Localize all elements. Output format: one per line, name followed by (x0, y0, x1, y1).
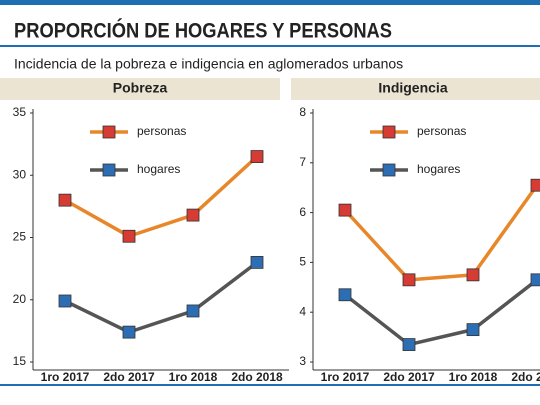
x-tick-label: 2do 2018 (231, 370, 283, 384)
point (122, 325, 136, 339)
page-title: PROPORCIÓN DE HOGARES Y PERSONAS (14, 19, 392, 43)
legend-marker (382, 163, 396, 177)
point (530, 178, 540, 192)
series-line (343, 184, 539, 282)
point (250, 150, 264, 163)
bottom-rule (0, 384, 540, 386)
legend-marker (102, 163, 116, 177)
panel-header (291, 78, 540, 100)
y-tick-label: 8 (299, 105, 306, 119)
y-tick-label: 5 (299, 255, 306, 269)
y-tick-label: 20 (13, 292, 27, 306)
point (402, 338, 416, 351)
point (466, 323, 480, 337)
panel-header (0, 78, 280, 100)
point (58, 294, 72, 308)
series-line (343, 278, 539, 347)
chart-title: Pobreza (113, 80, 168, 96)
point (466, 268, 480, 282)
legend-label: hogares (417, 162, 460, 176)
x-tick-label: 1ro 2017 (321, 370, 370, 384)
x-tick-label: 1ro 2017 (41, 370, 90, 384)
top-rule (0, 0, 540, 5)
series-line (64, 261, 259, 334)
point (402, 273, 416, 287)
y-tick-label: 35 (13, 105, 27, 119)
legend-marker (382, 125, 396, 139)
point (122, 229, 136, 243)
x-tick-label: 2do 2017 (383, 370, 435, 384)
y-tick-label: 3 (299, 354, 306, 368)
series-line (64, 155, 259, 239)
y-tick-label: 25 (13, 230, 27, 244)
legend-label: hogares (137, 162, 180, 176)
point (186, 208, 200, 222)
point (338, 288, 352, 302)
y-tick-label: 15 (13, 354, 27, 368)
title-rule (0, 45, 540, 47)
point (186, 304, 200, 318)
x-tick-label: 1ro 2018 (449, 370, 498, 384)
y-tick-label: 6 (299, 205, 306, 219)
x-tick-label: 2do 2018 (511, 370, 540, 384)
page-subtitle: Incidencia de la pobreza e indigencia en… (14, 56, 403, 72)
legend-marker (102, 125, 116, 139)
legend-label: personas (137, 124, 186, 138)
x-tick-label: 1ro 2018 (169, 370, 218, 384)
point (250, 255, 264, 269)
point (58, 193, 72, 207)
y-tick-label: 7 (299, 155, 306, 169)
y-tick-label: 30 (13, 167, 27, 181)
x-tick-label: 2do 2017 (103, 370, 155, 384)
y-tick-label: 4 (299, 304, 306, 318)
point (338, 203, 352, 217)
chart-title: Indigencia (378, 80, 447, 96)
legend-label: personas (417, 124, 466, 138)
point (530, 273, 540, 287)
